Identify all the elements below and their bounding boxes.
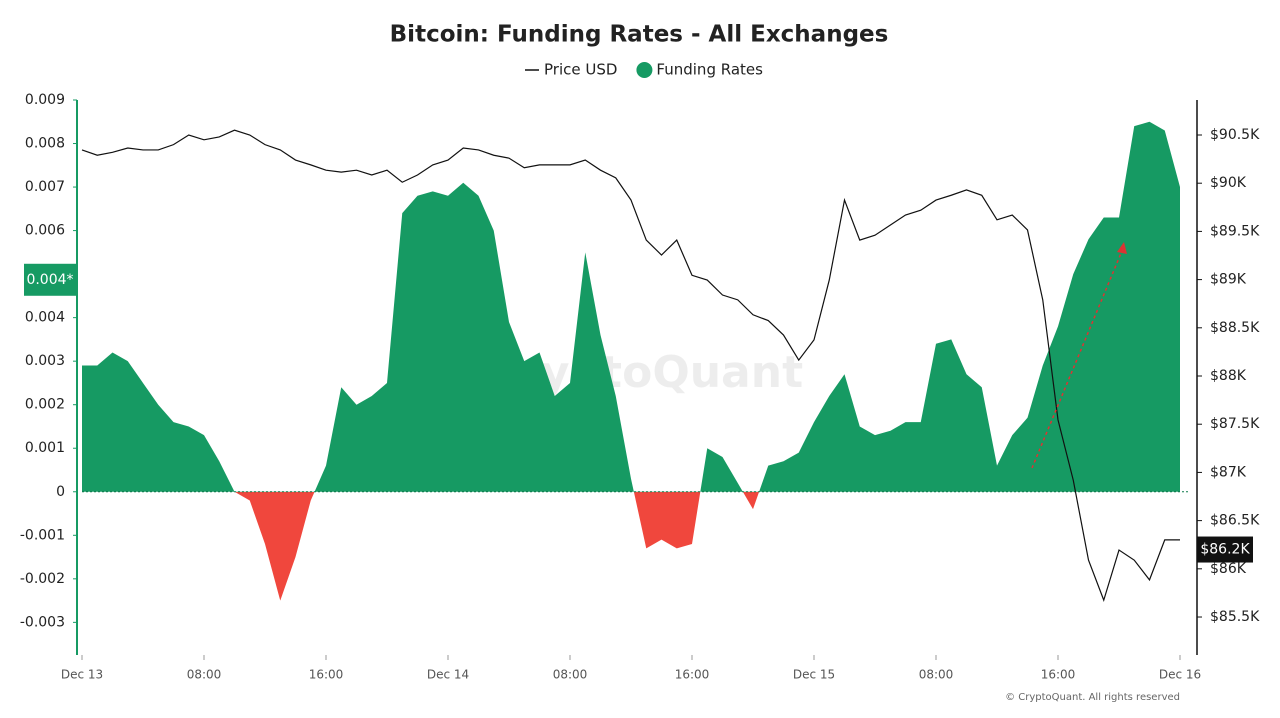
y-tick-label: 0.004 <box>25 310 65 326</box>
x-tick-label: Dec 15 <box>793 668 835 682</box>
y-tick-label: 0.006 <box>25 223 65 239</box>
funding-marker-label: 0.004* <box>26 272 73 288</box>
y2-tick-label: $87.5K <box>1210 416 1260 432</box>
y-tick-label: 0.002 <box>25 397 65 413</box>
y-tick-label: -0.002 <box>20 571 65 587</box>
y2-tick-label: $89K <box>1210 272 1247 288</box>
legend-label: Funding Rates <box>656 61 763 79</box>
y-tick-label: 0 <box>56 484 65 500</box>
x-tick-label: Dec 13 <box>61 668 103 682</box>
y2-tick-label: $85.5K <box>1210 609 1260 625</box>
legend-label: Price USD <box>544 61 617 79</box>
price-marker-label: $86.2K <box>1200 542 1250 558</box>
price-line <box>81 129 1180 602</box>
y2-tick-label: $89.5K <box>1210 223 1260 239</box>
y2-tick-label: $87K <box>1210 464 1247 480</box>
arrow-head <box>1117 242 1127 254</box>
y-tick-label: -0.001 <box>20 527 65 543</box>
y-tick-label: 0.009 <box>25 92 65 108</box>
chart-title: Bitcoin: Funding Rates - All Exchanges <box>390 22 889 48</box>
x-tick-label: 16:00 <box>675 668 710 682</box>
y-tick-label: -0.003 <box>20 614 65 630</box>
y-tick-label: 0.007 <box>25 179 65 195</box>
plot <box>81 121 1190 602</box>
x-tick-label: 08:00 <box>187 668 222 682</box>
funding-marker-box <box>24 263 77 296</box>
y2-tick-label: $86K <box>1210 561 1247 577</box>
x-tick-label: 08:00 <box>553 668 588 682</box>
x-tick-label: Dec 14 <box>427 668 469 682</box>
y2-tick-label: $90.5K <box>1210 127 1260 143</box>
x-tick-label: 16:00 <box>309 668 344 682</box>
x-tick-label: 16:00 <box>1041 668 1076 682</box>
y2-tick-label: $88.5K <box>1210 320 1260 336</box>
funding-area <box>82 121 1180 601</box>
trend-arrow <box>1031 245 1125 469</box>
y2-tick-label: $90K <box>1210 175 1247 191</box>
y-tick-label: 0.008 <box>25 136 65 152</box>
footer: © CryptoQuant. All rights reserved <box>1005 692 1180 703</box>
legend-dot <box>636 62 653 78</box>
y2-tick-label: $88K <box>1210 368 1247 384</box>
y-tick-label: 0.003 <box>25 353 65 369</box>
x-tick-label: Dec 16 <box>1159 668 1201 682</box>
y-tick-label: 0.001 <box>25 440 65 456</box>
x-tick-label: 08:00 <box>919 668 954 682</box>
y2-tick-label: $86.5K <box>1210 513 1260 529</box>
price-marker-box <box>1197 536 1253 563</box>
